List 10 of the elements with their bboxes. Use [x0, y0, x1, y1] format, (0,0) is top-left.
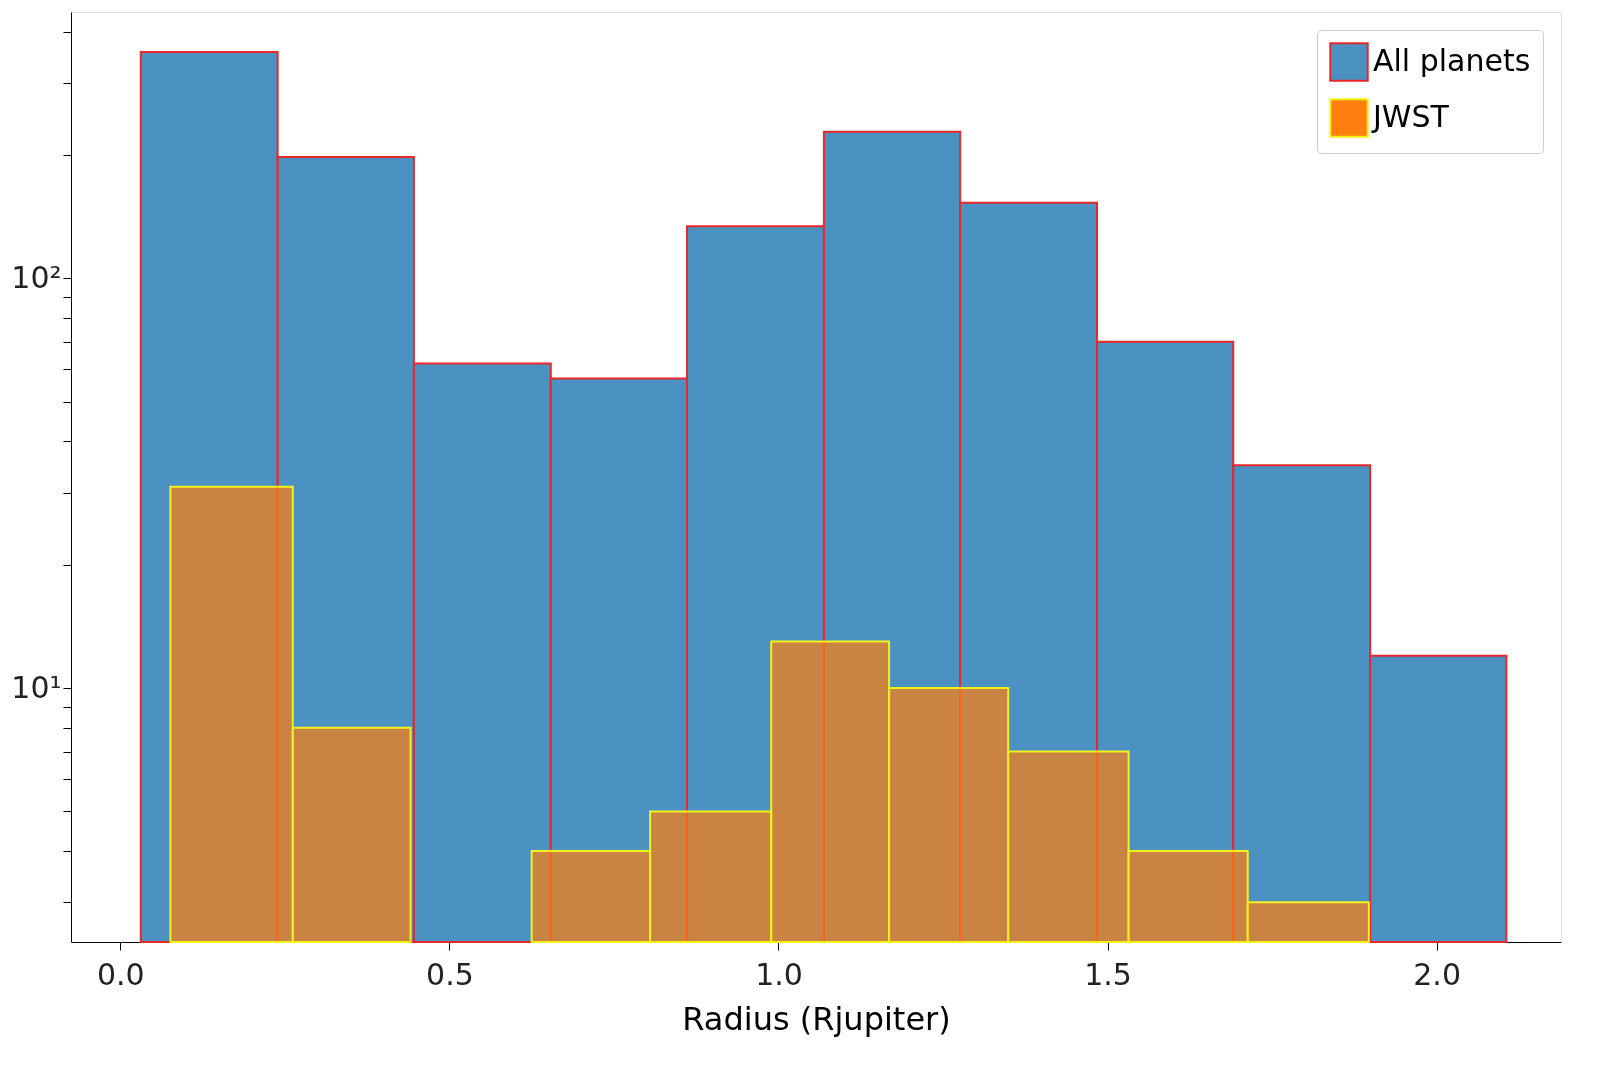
x-tick-label: 0.5 — [426, 956, 474, 992]
x-axis-title: Radius (Rjupiter) — [682, 999, 951, 1038]
x-tick-label: 0.0 — [97, 956, 145, 992]
legend-label: JWST — [1371, 99, 1450, 134]
x-tick-label: 1.0 — [755, 956, 803, 992]
legend-label: All planets — [1373, 43, 1531, 78]
y-tick-label: 10¹ — [11, 669, 62, 705]
x-tick-label: 1.5 — [1084, 956, 1132, 992]
x-tick-label: 2.0 — [1413, 956, 1461, 992]
y-tick-label: 10² — [11, 259, 62, 295]
